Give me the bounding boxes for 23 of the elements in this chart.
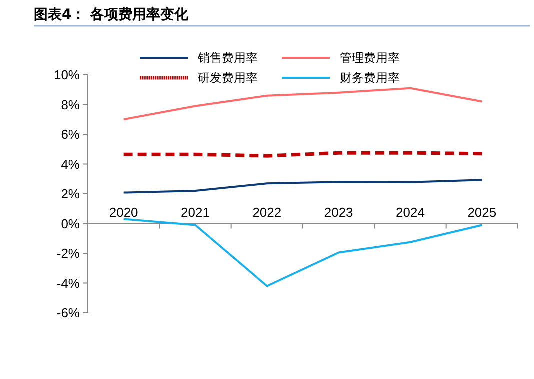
x-tick-label: 2021 [181,204,210,220]
y-tick-label: 10% [54,68,80,83]
line-series [122,87,484,121]
x-tick-label: 2020 [109,204,138,220]
x-tick-label: 2022 [252,204,282,220]
chart-title: 图表4： 各项费用率变化 [34,6,190,23]
legend-label: 研发费用率 [198,71,258,86]
y-tick-label: -6% [56,306,80,321]
legend-label: 管理费用率 [340,51,400,66]
legend-label: 销售费用率 [197,51,258,66]
line-series [122,218,484,288]
y-tick-label: -4% [56,276,80,291]
x-tick-label: 2023 [324,204,354,220]
y-tick-label: 8% [61,97,80,112]
x-tick-label: 2024 [396,204,425,220]
x-tick-label: 2025 [468,204,497,220]
y-tick-label: 4% [61,156,80,172]
legend-label: 财务费用率 [340,71,400,86]
y-tick-label: 6% [61,127,80,142]
y-tick-label: -2% [56,246,80,262]
y-tick-label: 0% [61,216,80,232]
y-tick-label: 2% [61,186,80,202]
line-series [122,179,484,194]
